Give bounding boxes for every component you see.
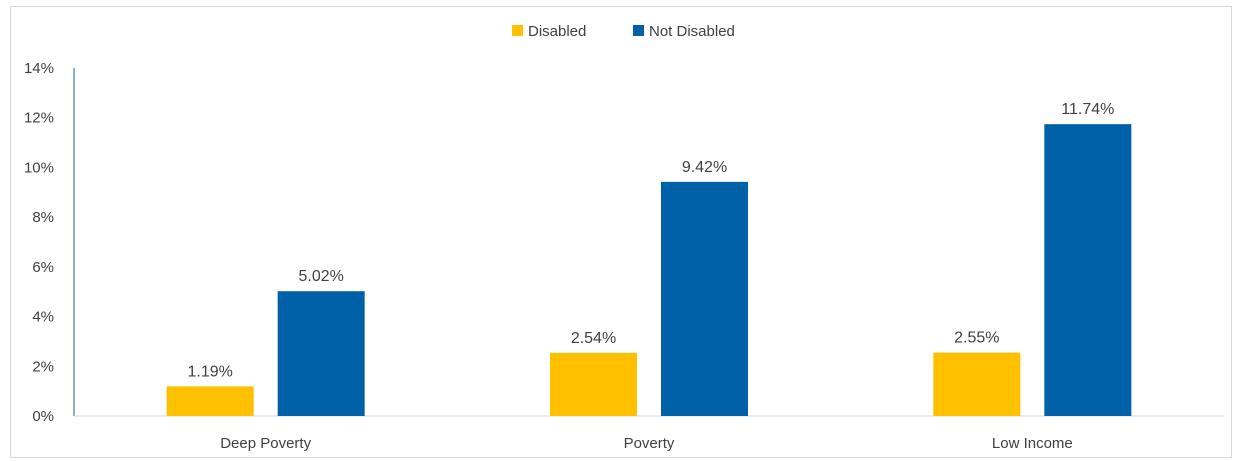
bar-disabled bbox=[933, 352, 1021, 416]
y-tick-label: 0% bbox=[32, 408, 54, 425]
x-axis: Deep Poverty Poverty Low Income bbox=[74, 415, 1224, 452]
legend: Disabled Not Disabled bbox=[512, 23, 735, 40]
data-labels: 1.19% 5.02% 2.54% 9.42% 2.55% 11.74% bbox=[187, 101, 1114, 380]
bar-not-disabled bbox=[1044, 124, 1132, 417]
data-label: 2.54% bbox=[571, 330, 616, 347]
y-tick-label: 4% bbox=[32, 309, 54, 326]
data-label: 1.19% bbox=[187, 363, 232, 380]
legend-label: Disabled bbox=[528, 23, 586, 40]
data-label: 9.42% bbox=[682, 159, 727, 176]
bar-disabled bbox=[550, 352, 637, 416]
legend-swatch bbox=[633, 25, 644, 36]
y-tick-label: 2% bbox=[32, 358, 54, 375]
y-tick-label: 8% bbox=[32, 209, 54, 226]
category-label: Poverty bbox=[624, 435, 675, 452]
legend-swatch bbox=[512, 25, 523, 36]
category-label: Low Income bbox=[992, 435, 1073, 452]
data-label: 2.55% bbox=[954, 330, 999, 347]
bar-not-disabled bbox=[277, 291, 365, 416]
y-axis: 0% 2% 4% 6% 8% 10% 12% 14% bbox=[24, 60, 75, 425]
y-tick-label: 14% bbox=[24, 60, 54, 77]
data-label: 11.74% bbox=[1061, 101, 1114, 118]
y-tick-label: 10% bbox=[24, 159, 54, 176]
legend-label: Not Disabled bbox=[649, 23, 735, 40]
bars bbox=[166, 124, 1132, 417]
y-tick-label: 6% bbox=[32, 259, 54, 276]
bar-disabled bbox=[166, 386, 254, 416]
data-label: 5.02% bbox=[298, 268, 343, 285]
y-tick-label: 12% bbox=[24, 110, 54, 127]
category-label: Deep Poverty bbox=[220, 435, 311, 452]
bar-not-disabled bbox=[661, 181, 748, 416]
